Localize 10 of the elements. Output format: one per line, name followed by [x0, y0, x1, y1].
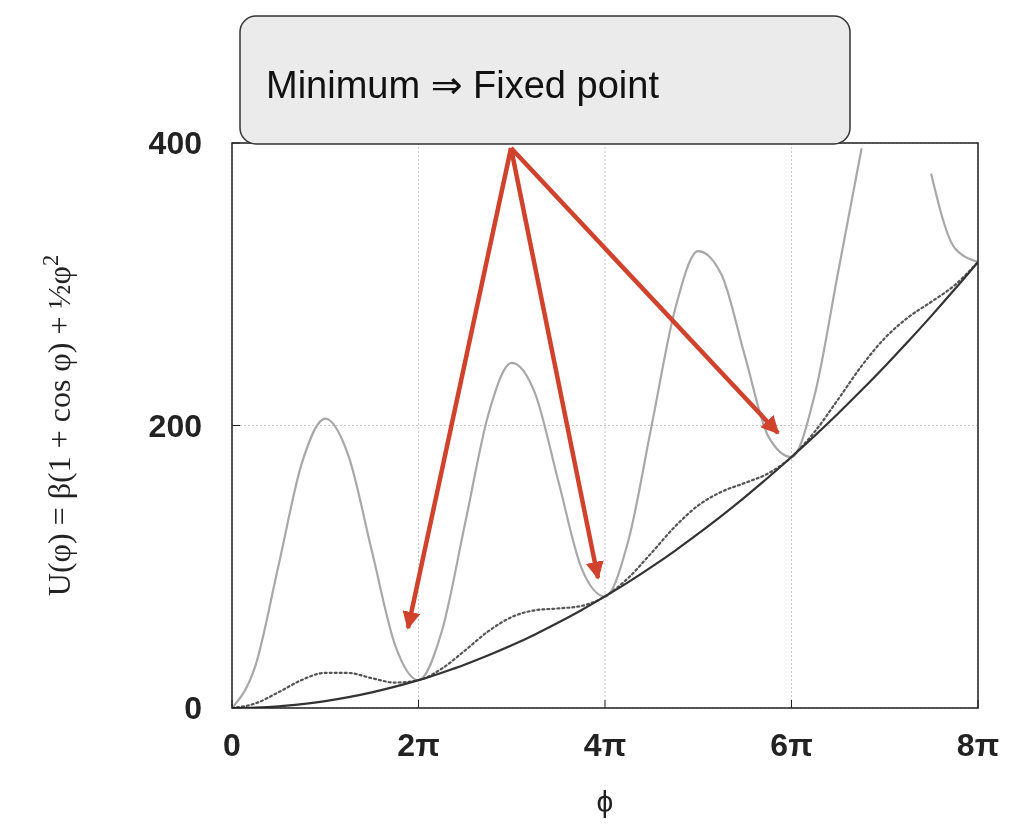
y-tick-label: 0	[184, 690, 202, 726]
y-tick-label: 200	[148, 407, 202, 444]
x-tick-label: 6π	[770, 727, 813, 763]
text: Minimum ⇒ Fixed point	[266, 64, 660, 106]
y-tick-label: 400	[148, 125, 202, 161]
x-tick-label: 8π	[956, 727, 1000, 763]
x-tick-label: 0	[223, 727, 241, 763]
x-axis-title: ϕ	[596, 785, 614, 818]
x-tick-label: 2π	[397, 727, 440, 763]
x-tick-label: 4π	[583, 727, 627, 763]
